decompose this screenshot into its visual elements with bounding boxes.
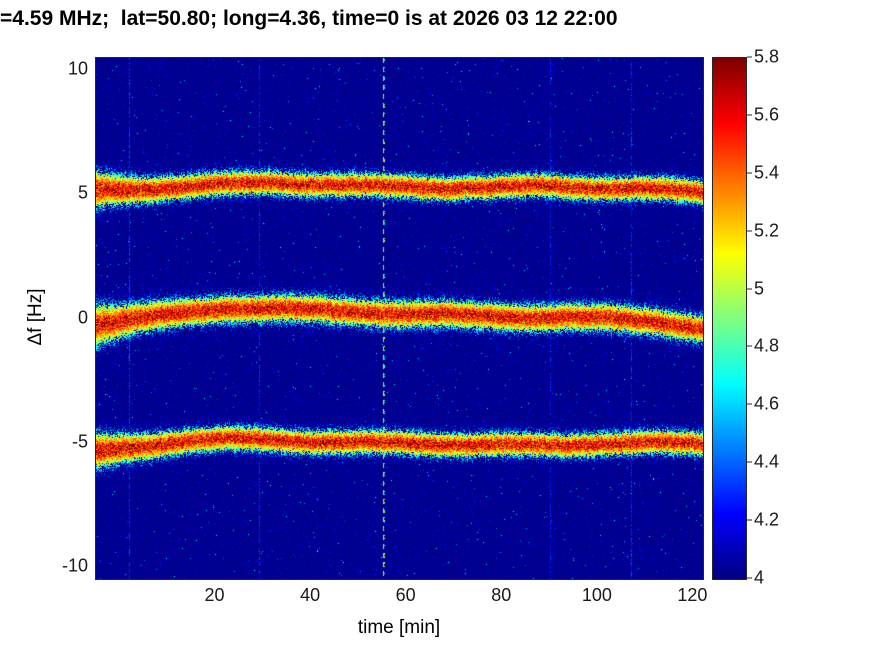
colorbar-tick-label: 4.8 xyxy=(754,335,780,356)
colorbar-tick-label: 5.4 xyxy=(754,162,780,183)
colorbar-tick-mark xyxy=(747,403,752,405)
colorbar-tick-label: 5.8 xyxy=(754,46,780,67)
colorbar-tick-label: 4.2 xyxy=(754,509,780,530)
x-tick-label: 120 xyxy=(677,585,708,605)
x-axis-label: time [min] xyxy=(357,617,441,638)
colorbar-tick-label: 5.2 xyxy=(754,220,780,241)
colorbar-tick-label: 4.6 xyxy=(754,393,780,414)
x-tick-label: 100 xyxy=(581,585,612,605)
colorbar-tick-mark xyxy=(747,288,752,290)
chart-title: =4.59 MHz; lat=50.80; long=4.36, time=0 … xyxy=(0,7,618,30)
spectrogram-plot xyxy=(95,57,704,580)
colorbar-tick-mark xyxy=(747,230,752,232)
colorbar-tick-mark xyxy=(747,56,752,58)
colorbar-tick-label: 4 xyxy=(754,567,765,588)
x-tick-label: 20 xyxy=(204,585,225,605)
x-tick-label: 40 xyxy=(300,585,321,605)
y-tick-label: 0 xyxy=(77,307,88,327)
x-tick-label: 60 xyxy=(395,585,416,605)
x-tick-label: 80 xyxy=(491,585,512,605)
colorbar xyxy=(712,57,747,580)
y-tick-label: -10 xyxy=(61,555,88,576)
colorbar-tick-mark xyxy=(747,114,752,116)
colorbar-tick-mark xyxy=(747,519,752,521)
colorbar-tick-mark xyxy=(747,461,752,463)
colorbar-tick-labels: 4 4.2 4.4 4.6 4.8 5 5.2 5.4 5.6 5.8 xyxy=(754,47,824,588)
y-tick-label: 10 xyxy=(67,58,88,79)
y-axis-tick-labels: -10 -5 0 5 10 xyxy=(0,57,88,578)
colorbar-tick-marks xyxy=(747,56,753,579)
colorbar-tick-mark xyxy=(747,172,752,174)
x-axis-tick-labels: 20 40 60 80 100 120 xyxy=(95,585,707,609)
y-tick-label: 5 xyxy=(77,182,88,203)
y-tick-label: -5 xyxy=(71,431,88,452)
colorbar-tick-mark xyxy=(747,345,752,347)
colorbar-tick-mark xyxy=(747,577,752,579)
colorbar-tick-label: 5 xyxy=(754,278,765,299)
colorbar-tick-label: 4.4 xyxy=(754,451,780,472)
colorbar-tick-label: 5.6 xyxy=(754,104,780,125)
